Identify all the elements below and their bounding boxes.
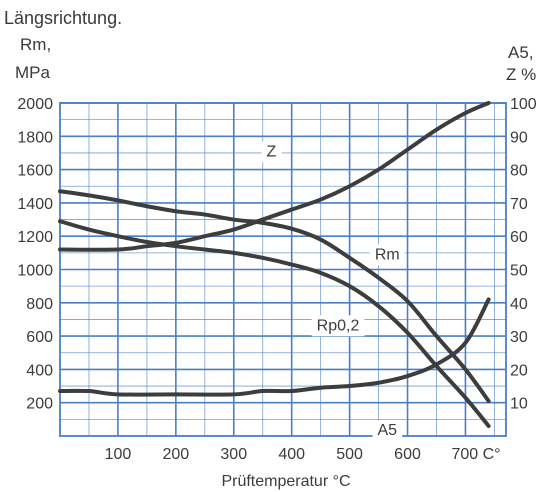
left-axis-label-line2: MPa — [15, 63, 50, 82]
right-y-tick-labels: 10 20 30 40 50 60 70 80 90 100 — [510, 96, 537, 413]
chart-title: Längsrichtung. — [4, 8, 123, 28]
y2-tick-label: 20 — [510, 362, 528, 379]
y-tick-label: 400 — [26, 362, 53, 379]
plot-frame — [59, 102, 507, 437]
x-tick-label: 500 — [336, 446, 363, 463]
y-tick-label: 1000 — [17, 263, 53, 280]
y2-tick-label: 100 — [510, 96, 537, 113]
curve-label-background — [372, 420, 403, 442]
y-tick-label: 800 — [26, 296, 53, 313]
y2-tick-label: 30 — [510, 329, 528, 346]
curve-label: Rp0,2 — [317, 317, 360, 334]
y2-tick-label: 10 — [510, 396, 528, 413]
curve-a5 — [58, 297, 491, 397]
curve-label: A5 — [377, 422, 397, 439]
curve-label: Rm — [375, 247, 400, 264]
y2-tick-label: 70 — [510, 196, 528, 213]
x-tick-label: 100 — [105, 446, 132, 463]
curve-label-background — [311, 315, 365, 337]
y2-tick-label: 80 — [510, 163, 528, 180]
x-tick-label: 400 — [278, 446, 305, 463]
right-axis-label-line1: A5, — [508, 43, 534, 62]
curve-labels: Z Rm Rp0,2 A5 — [261, 141, 405, 442]
y-tick-label: 1800 — [17, 129, 53, 146]
curve-rp02 — [58, 219, 491, 429]
left-axis-label-line1: Rm, — [20, 35, 52, 54]
x-tick-label: 600 — [394, 446, 421, 463]
y2-tick-label: 60 — [510, 229, 528, 246]
curve-label-background — [261, 141, 282, 163]
y-tick-label: 1600 — [17, 163, 53, 180]
curve-z — [58, 101, 491, 252]
x-axis-label: Prüftemperatur °C — [221, 473, 350, 490]
x-tick-label: 300 — [220, 446, 247, 463]
major-grid — [59, 102, 507, 437]
right-axis-label-line2: Z % — [506, 65, 537, 84]
y-tick-label: 1400 — [17, 196, 53, 213]
y-tick-label: 2000 — [17, 96, 53, 113]
y-tick-label: 1200 — [17, 229, 53, 246]
y2-tick-label: 40 — [510, 296, 528, 313]
data-curves — [58, 101, 491, 429]
y2-tick-label: 90 — [510, 129, 528, 146]
x-tick-label: 200 — [162, 446, 189, 463]
curve-label-background — [369, 244, 405, 266]
x-tick-labels: 100 200 300 400 500 600 700 C° — [105, 446, 501, 463]
y-tick-label: 600 — [26, 329, 53, 346]
y2-tick-label: 50 — [510, 263, 528, 280]
x-tick-label: 700 C° — [451, 446, 500, 463]
curve-rm — [58, 189, 491, 404]
left-y-tick-labels: 200 400 600 800 1000 1200 1400 1600 1800 2000 — [17, 96, 53, 413]
y-tick-label: 200 — [26, 396, 53, 413]
curve-label: Z — [267, 143, 277, 160]
